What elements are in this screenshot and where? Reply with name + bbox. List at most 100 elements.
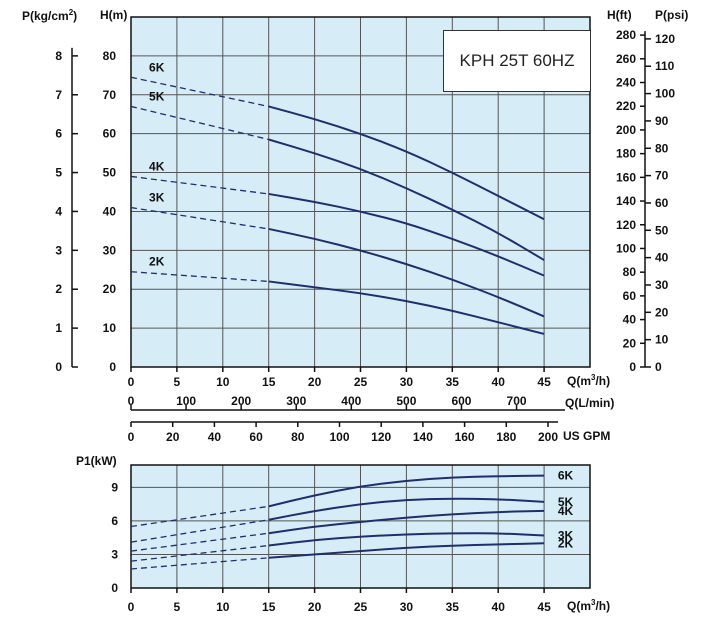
head-curve-solid-3K bbox=[268, 227, 545, 318]
left-pressure-axis-label: P(kg/cm2) bbox=[22, 8, 78, 23]
pressure-psi-tick-label: 110 bbox=[655, 59, 675, 73]
flow-gpm-tick-label: 80 bbox=[291, 430, 305, 444]
head-m-tick-label: 50 bbox=[103, 166, 117, 180]
head-ft-tick-label: 240 bbox=[616, 76, 636, 90]
power-curve-dashed-5K bbox=[130, 519, 269, 543]
flow-m3h-tick-label: 40 bbox=[492, 375, 506, 389]
head-m-tick-label: 40 bbox=[103, 204, 117, 218]
head-curve-solid-2K bbox=[268, 280, 545, 335]
head-curve-dashed-3K bbox=[130, 206, 269, 230]
flow-gpm-tick-label: 160 bbox=[455, 430, 475, 444]
power-series-label-2K: 2K bbox=[558, 536, 574, 550]
power-series-label-4K: 4K bbox=[558, 504, 574, 518]
power-flow-tick-label: 35 bbox=[446, 600, 460, 614]
left-head-axis-label: H(m) bbox=[100, 8, 128, 22]
pressure-kg-tick-label: 8 bbox=[55, 49, 62, 63]
x-axis-label-lmin: Q(L/min) bbox=[565, 396, 615, 410]
power-x-axis-label: Q(m3/h) bbox=[567, 598, 611, 613]
flow-lmin-tick-label: 600 bbox=[451, 394, 471, 408]
power-series-label-5K: 5K bbox=[558, 495, 574, 509]
x-axis-label-m3h: Q(m3/h) bbox=[567, 373, 611, 388]
pressure-psi-tick-label: 50 bbox=[655, 223, 669, 237]
flow-gpm-tick-label: 180 bbox=[496, 430, 516, 444]
head-m-tick-label: 10 bbox=[103, 321, 117, 335]
power-series-label-3K: 3K bbox=[558, 528, 574, 542]
head-curve-dashed-2K bbox=[130, 271, 269, 283]
head-series-label-2K: 2K bbox=[149, 255, 165, 269]
pressure-psi-tick-label: 40 bbox=[655, 251, 669, 265]
power-series-label-6K: 6K bbox=[558, 469, 574, 483]
pressure-kg-tick-label: 2 bbox=[55, 282, 62, 296]
power-curve-dashed-6K bbox=[130, 505, 269, 528]
head-ft-tick-label: 20 bbox=[623, 336, 637, 350]
head-series-label-5K: 5K bbox=[149, 89, 165, 103]
power-curve-solid-3K bbox=[268, 532, 545, 547]
head-ft-tick-label: 120 bbox=[616, 218, 636, 232]
flow-m3h-tick-label: 25 bbox=[354, 375, 368, 389]
x-axis-label-gpm: US GPM bbox=[563, 429, 611, 443]
head-m-tick-label: 20 bbox=[103, 282, 117, 296]
flow-gpm-tick-label: 200 bbox=[538, 430, 558, 444]
head-m-tick-label: 80 bbox=[103, 49, 117, 63]
right-pressure-axis-label: P(psi) bbox=[655, 8, 689, 22]
flow-gpm-tick-label: 40 bbox=[208, 430, 222, 444]
flow-m3h-tick-label: 20 bbox=[308, 375, 322, 389]
power-flow-tick-label: 10 bbox=[216, 600, 230, 614]
head-curve-dashed-6K bbox=[130, 76, 269, 108]
power-tick-label: 6 bbox=[111, 514, 118, 528]
head-ft-tick-label: 0 bbox=[629, 360, 636, 374]
pressure-kg-tick-label: 7 bbox=[55, 88, 62, 102]
head-curve-solid-6K bbox=[268, 105, 545, 221]
flow-m3h-tick-label: 35 bbox=[446, 375, 460, 389]
head-series-label-4K: 4K bbox=[149, 159, 165, 173]
power-tick-label: 9 bbox=[111, 480, 118, 494]
power-curve-dashed-4K bbox=[130, 532, 269, 552]
power-curve-dashed-2K bbox=[130, 557, 269, 570]
flow-lmin-tick-label: 100 bbox=[176, 394, 196, 408]
pressure-psi-tick-label: 100 bbox=[655, 87, 675, 101]
head-curve-solid-5K bbox=[268, 138, 545, 261]
pressure-kg-tick-label: 3 bbox=[55, 243, 62, 257]
head-ft-tick-label: 80 bbox=[623, 265, 637, 279]
flow-lmin-tick-label: 200 bbox=[231, 394, 251, 408]
head-ft-tick-label: 40 bbox=[623, 313, 637, 327]
power-curve-solid-6K bbox=[268, 474, 545, 508]
head-ft-tick-label: 100 bbox=[616, 241, 636, 255]
flow-lmin-tick-label: 500 bbox=[396, 394, 416, 408]
power-flow-tick-label: 40 bbox=[492, 600, 506, 614]
power-flow-tick-label: 45 bbox=[537, 600, 551, 614]
flow-lmin-tick-label: 700 bbox=[507, 394, 527, 408]
flow-m3h-tick-label: 45 bbox=[537, 375, 551, 389]
head-series-label-6K: 6K bbox=[149, 60, 165, 74]
pressure-psi-tick-label: 20 bbox=[655, 305, 669, 319]
power-curve-solid-4K bbox=[268, 509, 545, 535]
pressure-kg-tick-label: 0 bbox=[55, 360, 62, 374]
head-m-tick-label: 60 bbox=[103, 127, 117, 141]
pressure-psi-tick-label: 70 bbox=[655, 169, 669, 183]
head-series-label-3K: 3K bbox=[149, 191, 165, 205]
head-ft-tick-label: 260 bbox=[616, 52, 636, 66]
head-ft-tick-label: 220 bbox=[616, 99, 636, 113]
power-tick-label: 3 bbox=[111, 547, 118, 561]
right-head-axis-label: H(ft) bbox=[607, 8, 632, 22]
head-m-tick-label: 0 bbox=[109, 360, 116, 374]
head-ft-tick-label: 60 bbox=[623, 289, 637, 303]
flow-m3h-tick-label: 10 bbox=[216, 375, 230, 389]
flow-m3h-tick-label: 30 bbox=[400, 375, 414, 389]
head-ft-tick-label: 280 bbox=[616, 28, 636, 42]
head-ft-tick-label: 160 bbox=[616, 170, 636, 184]
power-curve-solid-2K bbox=[268, 542, 545, 559]
pressure-kg-tick-label: 4 bbox=[55, 204, 62, 218]
pressure-kg-tick-label: 1 bbox=[55, 321, 62, 335]
flow-lmin-tick-label: 0 bbox=[128, 394, 135, 408]
head-m-tick-label: 30 bbox=[103, 243, 117, 257]
pressure-psi-tick-label: 80 bbox=[655, 141, 669, 155]
pressure-psi-tick-label: 30 bbox=[655, 278, 669, 292]
pressure-psi-tick-label: 90 bbox=[655, 114, 669, 128]
power-curve-dashed-3K bbox=[130, 544, 269, 562]
power-curve-solid-5K bbox=[268, 497, 545, 521]
flow-gpm-tick-label: 20 bbox=[166, 430, 180, 444]
flow-gpm-tick-label: 100 bbox=[329, 430, 349, 444]
head-m-tick-label: 70 bbox=[103, 88, 117, 102]
